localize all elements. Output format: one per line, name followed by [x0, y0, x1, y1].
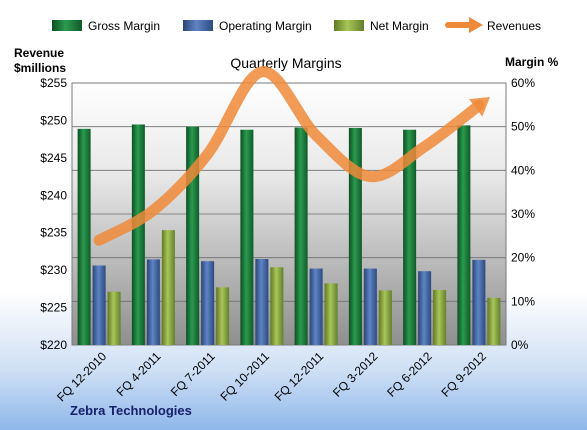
bar-net-margin	[487, 297, 501, 345]
x-tick-label: FQ 9-2012	[439, 349, 490, 400]
legend-arrow-revenues	[469, 17, 483, 33]
y-right-tick-label: 20%	[511, 251, 535, 265]
x-tick-label: FQ 6-2012	[384, 349, 435, 400]
y-right-tick-label: 40%	[511, 163, 535, 177]
bar-net-margin	[270, 267, 284, 345]
y-left-tick-label: $240	[40, 188, 67, 202]
y-left-title-line2: $millions	[14, 61, 66, 75]
bar-gross-margin	[457, 125, 471, 346]
y-right-tick-label: 30%	[511, 207, 535, 221]
bar-operating-margin	[255, 258, 269, 345]
y-right-tick-label: 60%	[511, 76, 535, 90]
legend-swatch-operating	[183, 20, 213, 31]
bar-operating-margin	[472, 259, 486, 345]
y-right-tick-label: 10%	[511, 294, 535, 308]
legend-swatch-net	[334, 20, 364, 31]
legend-label-operating: Operating Margin	[219, 19, 312, 33]
revenues-line	[93, 66, 485, 246]
bar-gross-margin	[403, 129, 417, 345]
legend-item-gross: Gross Margin	[52, 19, 160, 33]
bar-operating-margin	[309, 268, 323, 345]
y-left-tick-label: $220	[40, 338, 67, 352]
x-tick-label: FQ 7-2011	[168, 349, 218, 399]
bar-operating-margin	[363, 268, 377, 345]
y-left-tick-label: $245	[40, 151, 67, 165]
x-tick-label: FQ 12-2011	[272, 349, 327, 404]
bar-gross-margin	[348, 127, 362, 345]
plot-area	[71, 66, 507, 346]
x-tick-label: FQ 4-2011	[114, 349, 164, 399]
legend-label-gross: Gross Margin	[88, 19, 160, 33]
bar-net-margin	[216, 287, 230, 345]
revenues-arrowhead	[469, 96, 491, 117]
y-right-tick-label: 50%	[511, 120, 535, 134]
bar-operating-margin	[418, 271, 432, 345]
bar-operating-margin	[201, 261, 215, 345]
y-left-tick-label: $235	[40, 226, 67, 240]
y-right-tick-label: 0%	[511, 338, 529, 352]
bar-operating-margin	[92, 265, 106, 345]
x-tick-label: FQ 3-2012	[330, 349, 381, 400]
bar-net-margin	[378, 290, 392, 345]
company-label: Zebra Technologies	[70, 403, 192, 418]
x-tick-label: FQ 10-2011	[217, 349, 272, 404]
bar-net-margin	[161, 230, 175, 345]
legend-item-net: Net Margin	[334, 19, 429, 33]
y-left-title-line1: Revenue	[14, 46, 64, 60]
bar-gross-margin	[77, 128, 91, 345]
y-left-tick-label: $255	[40, 76, 67, 90]
bar-gross-margin	[131, 124, 145, 345]
bar-gross-margin	[294, 127, 308, 345]
bar-net-margin	[433, 289, 447, 345]
legend-item-operating: Operating Margin	[183, 19, 312, 33]
bar-operating-margin	[146, 259, 160, 345]
x-tick-label: FQ 12-2010	[54, 349, 109, 404]
legend-label-net: Net Margin	[370, 19, 429, 33]
y-left-tick-label: $230	[40, 263, 67, 277]
legend: Gross Margin Operating Margin Net Margin…	[52, 17, 541, 33]
bar-net-margin	[107, 291, 121, 345]
legend-label-revenues: Revenues	[487, 19, 541, 33]
y-left-tick-label: $225	[40, 301, 67, 315]
y-right-title: Margin %	[505, 55, 559, 69]
bar-net-margin	[324, 283, 338, 345]
y-left-tick-label: $250	[40, 113, 67, 127]
legend-item-revenues: Revenues	[445, 17, 541, 33]
chart-title: Quarterly Margins	[230, 55, 341, 71]
bar-gross-margin	[240, 129, 254, 345]
legend-swatch-gross	[52, 20, 82, 31]
